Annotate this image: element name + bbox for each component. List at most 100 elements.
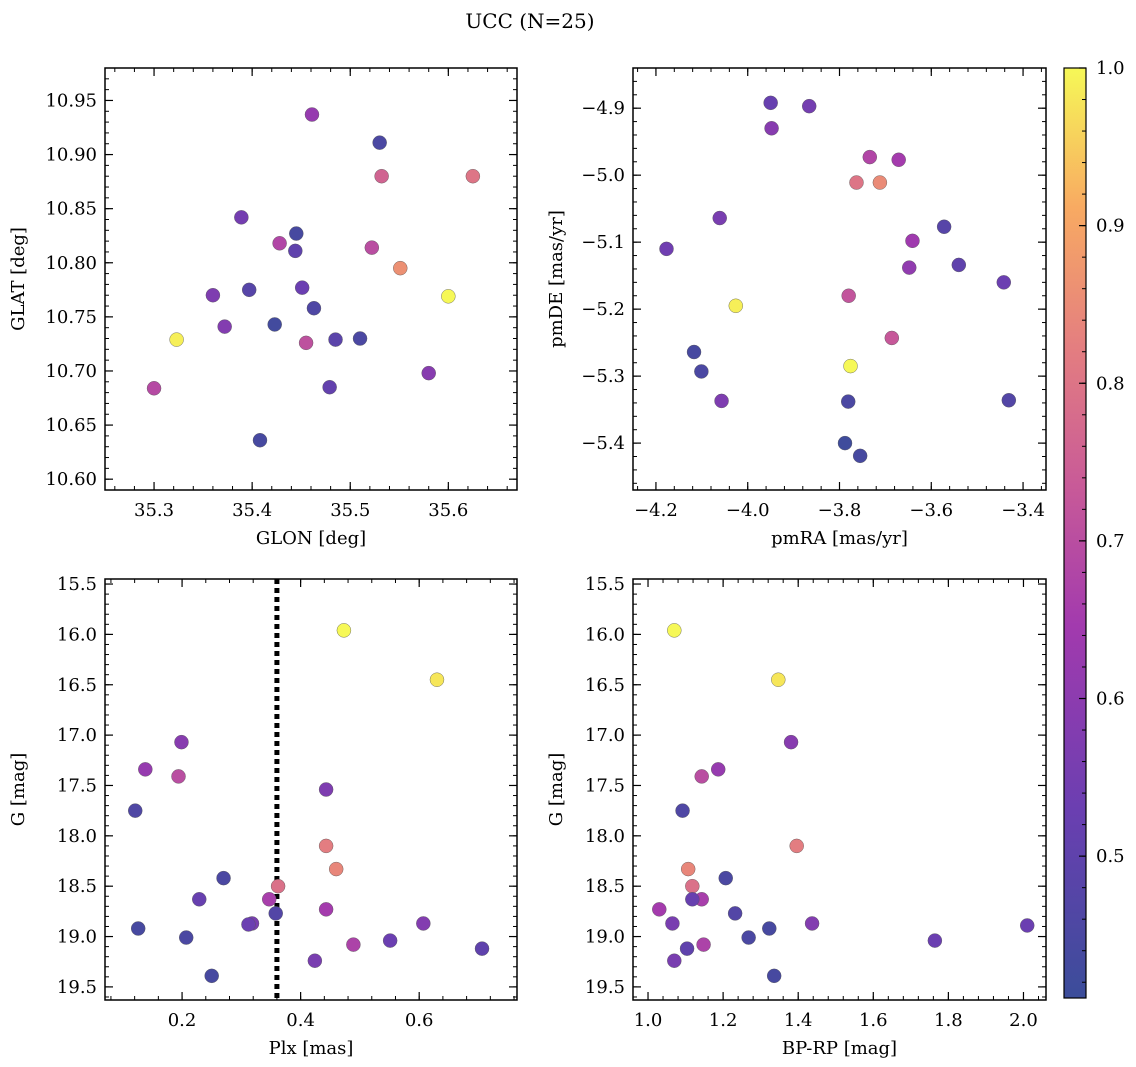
- x-axis-label: BP-RP [mag]: [782, 1038, 897, 1059]
- x-axis-label: Plx [mas]: [269, 1038, 354, 1059]
- y-tick-label: 18.0: [585, 826, 625, 847]
- y-tick-label: −5.1: [581, 232, 625, 253]
- data-point: [849, 175, 864, 190]
- x-tick-label: 1.2: [709, 1010, 738, 1031]
- y-tick-label: −5.3: [581, 366, 625, 387]
- data-point: [374, 169, 389, 184]
- data-point: [996, 275, 1011, 290]
- data-point: [270, 878, 286, 894]
- data-point: [217, 319, 232, 334]
- data-point: [679, 941, 695, 956]
- data-point: [174, 734, 189, 750]
- data-point: [872, 175, 888, 190]
- data-point: [891, 152, 906, 167]
- data-point: [216, 870, 231, 886]
- y-tick-label: −5.0: [581, 165, 625, 186]
- data-point: [694, 769, 709, 784]
- data-point: [718, 870, 733, 886]
- data-point: [667, 623, 682, 638]
- data-point: [696, 937, 711, 952]
- x-tick-label: 1.0: [634, 1010, 663, 1031]
- x-tick-label: −4.2: [634, 500, 678, 521]
- colorbar-gradient: [1064, 68, 1086, 998]
- data-point: [192, 892, 207, 907]
- x-tick-label: 1.6: [859, 1010, 888, 1031]
- data-point: [783, 734, 799, 750]
- data-point: [318, 902, 334, 917]
- y-tick-label: 16.0: [585, 624, 625, 645]
- data-point: [306, 301, 322, 316]
- y-tick-label: 18.5: [585, 876, 625, 897]
- data-point: [318, 782, 334, 797]
- data-point: [128, 803, 143, 818]
- x-tick-label: −3.4: [1001, 500, 1045, 521]
- data-point: [382, 933, 398, 948]
- data-point: [843, 358, 858, 374]
- data-point: [205, 288, 221, 303]
- data-point: [927, 933, 943, 948]
- colorbar-tick-label: 0.7: [1096, 531, 1125, 552]
- data-point: [766, 968, 782, 984]
- colorbar-tick-label: 0.9: [1096, 216, 1125, 237]
- data-point: [665, 916, 680, 931]
- colorbar-tick-label: 0.8: [1096, 373, 1125, 394]
- axes-frame: [104, 578, 518, 1001]
- y-tick-label: 10.60: [45, 469, 97, 490]
- data-point: [764, 121, 779, 136]
- data-point: [1020, 918, 1035, 933]
- x-tick-label: 0.2: [168, 1010, 197, 1031]
- data-point: [762, 921, 777, 936]
- data-point: [146, 381, 162, 396]
- y-tick-label: 17.5: [585, 775, 625, 796]
- data-point: [763, 95, 778, 111]
- data-point: [667, 953, 682, 968]
- data-point: [352, 331, 368, 346]
- data-point: [465, 169, 481, 184]
- y-tick-label: 15.5: [585, 574, 625, 595]
- data-point: [241, 917, 256, 932]
- data-point: [252, 433, 268, 448]
- y-tick-label: 10.90: [45, 145, 97, 166]
- data-point: [675, 803, 690, 818]
- data-point: [951, 257, 967, 273]
- data-point: [289, 226, 304, 241]
- data-point: [416, 916, 431, 931]
- data-point: [841, 288, 856, 303]
- data-point: [268, 906, 283, 921]
- data-point: [694, 364, 709, 379]
- y-tick-label: 10.85: [45, 199, 97, 220]
- data-point: [902, 260, 917, 275]
- scatter-panel-1: 35.3 35.4 35.5 35.6 10.60 10.65 10.70 10.75 10.8…: [8, 67, 518, 549]
- scatter-panel-3: 0.2 0.4 0.6 15.5 16.0 16.5 17.0 17.5 18.0 18.5 19.…: [8, 574, 518, 1059]
- data-point: [837, 435, 853, 451]
- y-axis-label: pmDE [mas/yr]: [546, 210, 567, 348]
- data-point: [130, 921, 146, 936]
- data-point: [884, 330, 900, 346]
- data-point: [364, 240, 380, 255]
- data-point: [328, 861, 344, 877]
- x-tick-label: −3.6: [909, 500, 953, 521]
- x-tick-label: 0.4: [286, 1010, 315, 1031]
- y-tick-label: 19.5: [585, 977, 625, 998]
- data-point: [171, 769, 186, 784]
- data-point: [169, 332, 184, 347]
- data-point: [936, 219, 952, 234]
- x-tick-label: 35.4: [232, 500, 272, 521]
- data-point: [179, 930, 194, 945]
- data-point: [841, 394, 856, 409]
- x-tick-label: −3.8: [818, 500, 862, 521]
- data-point: [659, 241, 674, 257]
- data-point: [138, 762, 153, 777]
- data-point: [421, 365, 436, 381]
- data-point: [298, 335, 314, 351]
- figure-title: UCC (N=25): [465, 9, 594, 33]
- data-point: [711, 762, 726, 777]
- y-tick-label: −5.2: [581, 299, 625, 320]
- data-point: [267, 317, 282, 332]
- y-tick-label: 10.80: [45, 253, 97, 274]
- data-point: [441, 289, 456, 304]
- data-point: [272, 236, 287, 251]
- y-tick-label: 18.5: [57, 876, 97, 897]
- data-point: [728, 298, 743, 313]
- colorbar: 0.5 0.6 0.7 0.8 0.9 1.0: [1063, 58, 1125, 999]
